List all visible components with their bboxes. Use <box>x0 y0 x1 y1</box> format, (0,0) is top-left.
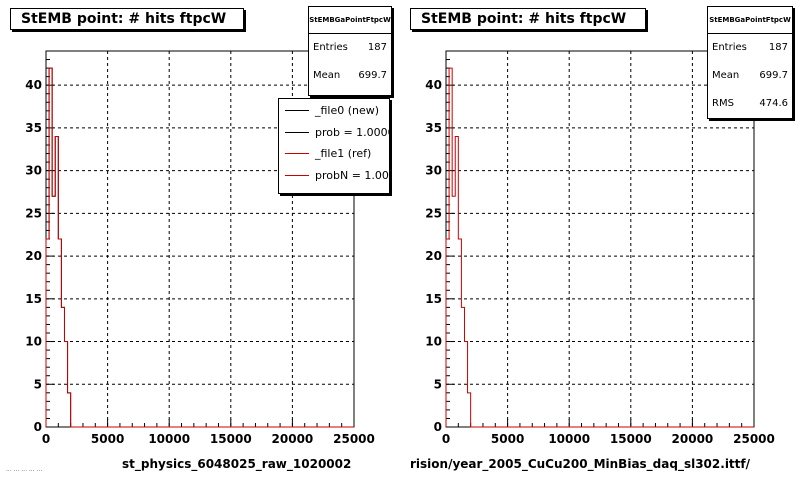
left-x-axis-title: st_physics_6048025_raw_1020002 <box>122 457 352 471</box>
legend-label-prob: prob = 1.000000 <box>315 125 389 139</box>
legend-line-probN <box>285 174 309 176</box>
left-y-tick-label: 10 <box>25 335 42 349</box>
right-x-tick-label: 10000 <box>548 432 590 446</box>
right-y-tick-label: 30 <box>425 164 442 178</box>
right-stats-rms-value: 474.6 <box>759 98 788 109</box>
left-y-tick-label: 20 <box>25 249 42 263</box>
left-stats-entries-row: Entries 187 <box>309 34 391 62</box>
left-chart: 0 5 10 15 20 25 30 35 40 0 5000 10000 15000 20000 2500… <box>25 50 375 446</box>
left-stats-mean-value: 699.7 <box>358 70 387 81</box>
left-y-tick-label: 5 <box>34 377 42 391</box>
left-stats-entries-value: 187 <box>367 42 387 53</box>
right-x-tick-label: 20000 <box>672 432 714 446</box>
legend-line-file0 <box>285 110 309 111</box>
right-stats-name: StEMBGaPointFtpcW <box>708 7 792 34</box>
left-x-tick-label: 20000 <box>272 432 314 446</box>
legend-entry-file1: _file1 (ref) <box>279 143 389 165</box>
right-y-tick-label: 15 <box>425 292 442 306</box>
right-stats-rms-row: RMS 474.6 <box>708 90 792 118</box>
left-series-1 <box>45 67 354 428</box>
left-stats-mean-label: Mean <box>313 70 341 81</box>
right-x-tick-label: 5000 <box>491 432 524 446</box>
left-stats-box: StEMBGaPointFtpcW Entries 187 Mean 699.7 <box>308 6 392 96</box>
left-title-box: StEMB point: # hits ftpcW <box>10 8 244 30</box>
right-x-tick-label: 15000 <box>610 432 652 446</box>
right-y-tick-label: 35 <box>425 121 442 135</box>
right-stats-mean-row: Mean 699.7 <box>708 62 792 90</box>
right-stats-box: StEMBGaPointFtpcW Entries 187 Mean 699.7… <box>707 6 793 119</box>
legend-entry-file0: _file0 (new) <box>279 100 389 122</box>
left-x-tick-label: 10000 <box>148 432 190 446</box>
right-stats-rms-label: RMS <box>712 98 734 109</box>
left-x-tick-label: 15000 <box>210 432 252 446</box>
right-x-tick-label: 25000 <box>733 432 775 446</box>
right-x-tick-label: 0 <box>442 432 450 446</box>
left-x-tick-label: 0 <box>42 432 50 446</box>
left-stats-mean-row: Mean 699.7 <box>309 62 391 90</box>
left-stats-name: StEMBGaPointFtpcW <box>309 7 391 34</box>
legend-entry-prob: prob = 1.000000 <box>279 122 389 144</box>
left-y-tick-label: 25 <box>25 206 42 220</box>
right-title: StEMB point: # hits ftpcW <box>421 11 627 27</box>
footer-text: ... ... ... ... ... <box>6 466 43 473</box>
left-stats-entries-label: Entries <box>313 42 348 53</box>
legend-entry-probN: probN = 1.000000 <box>279 165 389 187</box>
right-stats-entries-value: 187 <box>768 42 788 53</box>
legend-label-file1: _file1 (ref) <box>315 147 372 160</box>
right-y-tick-label: 0 <box>434 420 442 434</box>
right-series-0 <box>445 67 754 428</box>
right-title-box: StEMB point: # hits ftpcW <box>410 8 646 30</box>
right-stats-entries-label: Entries <box>712 42 747 53</box>
legend-line-file1 <box>285 153 309 154</box>
legend-line-prob <box>285 131 309 133</box>
left-title: StEMB point: # hits ftpcW <box>21 11 227 27</box>
left-y-tick-label: 40 <box>25 78 42 92</box>
right-y-tick-label: 20 <box>425 249 442 263</box>
right-y-tick-label: 25 <box>425 206 442 220</box>
legend-label-probN: probN = 1.000000 <box>315 168 389 182</box>
right-y-tick-label: 40 <box>425 78 442 92</box>
legend-label-file0: _file0 (new) <box>315 104 380 117</box>
left-y-tick-label: 30 <box>25 164 42 178</box>
left-legend: _file0 (new) prob = 1.000000 _file1 (ref… <box>278 98 390 194</box>
left-y-tick-label: 35 <box>25 121 42 135</box>
right-chart: 0 5 10 15 20 25 30 35 40 0 5000 10000 15000 20000 2500… <box>425 50 775 446</box>
right-y-tick-label: 10 <box>425 335 442 349</box>
right-y-tick-label: 5 <box>434 377 442 391</box>
right-stats-mean-value: 699.7 <box>759 70 788 81</box>
right-x-axis-title: rision/year_2005_CuCu200_MinBias_daq_sl3… <box>410 457 751 471</box>
left-y-tick-label: 15 <box>25 292 42 306</box>
right-stats-mean-label: Mean <box>712 70 740 81</box>
left-y-tick-label: 0 <box>34 420 42 434</box>
left-x-tick-label: 25000 <box>333 432 375 446</box>
right-stats-entries-row: Entries 187 <box>708 34 792 62</box>
left-x-tick-label: 5000 <box>91 432 124 446</box>
